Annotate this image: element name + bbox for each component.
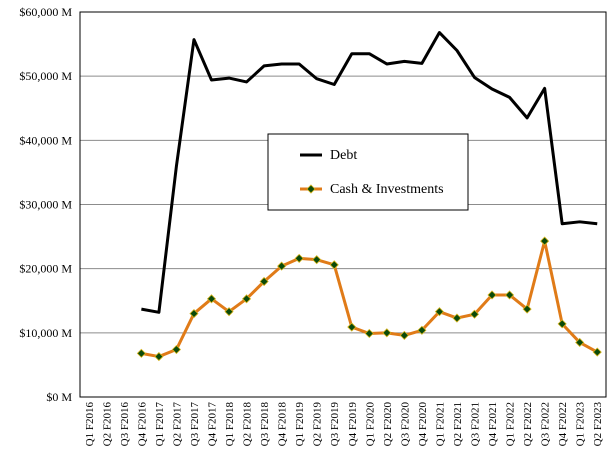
x-tick-label: Q1 F2019 (294, 402, 306, 447)
data-point-cash-investments (434, 307, 444, 317)
y-tick-label: $30,000 M (19, 198, 72, 212)
data-point-cash-investments (154, 352, 164, 362)
x-tick-label: Q1 F2022 (505, 402, 517, 446)
data-point-cash-investments (505, 290, 515, 300)
data-point-cash-investments (189, 309, 199, 319)
x-tick-label: Q2 F2019 (312, 402, 324, 447)
x-tick-label: Q3 F2019 (329, 402, 341, 447)
x-tick-label: Q3 F2020 (399, 402, 411, 447)
x-tick-label: Q2 F2021 (452, 402, 464, 446)
y-tick-label: $40,000 M (19, 133, 72, 147)
x-tick-label: Q4 F2019 (347, 402, 359, 447)
series-layer (136, 31, 602, 362)
x-tick-label: Q1 F2018 (224, 402, 236, 447)
x-tick-label: Q2 F2017 (171, 402, 183, 447)
x-tick-label: Q1 F2016 (84, 402, 96, 447)
series-debt (141, 31, 598, 314)
x-tick-label: Q3 F2016 (119, 402, 131, 447)
x-tick-label: Q4 F2020 (417, 402, 429, 447)
data-point-cash-investments (557, 319, 567, 329)
data-point-cash-investments (259, 276, 269, 287)
data-point-cash-investments (452, 313, 462, 323)
x-tick-label: Q1 F2017 (154, 402, 166, 447)
data-point-cash-investments (171, 344, 181, 355)
x-tick-label: Q3 F2018 (259, 402, 271, 447)
data-point-cash-investments (242, 294, 252, 304)
x-tick-label: Q1 F2021 (434, 402, 446, 446)
legend-item-debt: Debt (300, 148, 357, 163)
y-axis: $0 M $10,000 M $20,000 M $30,000 M $40,000 M… (19, 5, 72, 404)
legend-label-cash-investments: Cash & Investments (330, 182, 444, 197)
data-point-cash-investments (592, 347, 602, 357)
x-tick-label: Q2 F2022 (522, 402, 534, 446)
data-point-cash-investments (399, 330, 409, 340)
legend-item-cash-investments: Cash & Investments (300, 182, 444, 197)
legend-box (267, 133, 469, 211)
y-tick-label: $0 M (46, 390, 72, 404)
x-tick-label: Q1 F2020 (364, 402, 376, 447)
x-tick-label: Q4 F2021 (487, 402, 499, 446)
data-point-cash-investments (294, 253, 304, 263)
data-point-cash-investments (382, 328, 392, 338)
y-tick-label: $60,000 M (19, 5, 72, 19)
x-tick-label: Q3 F2017 (189, 402, 201, 447)
data-point-cash-investments (540, 236, 550, 246)
x-axis: Q1 F2016 Q2 F2016 Q3 F2016 Q4 F2016 Q1 F2017… (84, 402, 604, 447)
data-point-cash-investments (522, 304, 532, 314)
data-point-cash-investments (364, 328, 374, 339)
x-tick-label: Q2 F2020 (382, 402, 394, 447)
x-tick-label: Q2 F2018 (242, 402, 254, 447)
legend-label-debt: Debt (330, 148, 357, 163)
data-point-cash-investments (206, 294, 217, 304)
data-point-cash-investments (417, 325, 427, 335)
x-tick-label: Q4 F2018 (277, 402, 289, 447)
plot-frame (79, 11, 607, 398)
x-tick-label: Q1 F2023 (575, 402, 587, 447)
data-point-cash-investments (312, 255, 322, 265)
data-point-cash-investments (329, 260, 339, 270)
x-tick-label: Q2 F2016 (101, 402, 113, 447)
x-tick-label: Q4 F2017 (207, 402, 219, 447)
series-line-debt (141, 31, 598, 314)
x-tick-label: Q4 F2022 (557, 402, 569, 446)
x-tick-label: Q4 F2016 (136, 402, 148, 447)
data-point-cash-investments (277, 261, 287, 271)
legend: Debt Cash & Investments (267, 133, 469, 211)
data-point-cash-investments (487, 290, 497, 300)
data-point-cash-investments (136, 348, 146, 358)
x-tick-label: Q3 F2022 (540, 402, 552, 446)
x-tick-label: Q3 F2021 (470, 402, 482, 446)
x-tick-label: Q2 F2023 (592, 402, 604, 447)
data-point-cash-investments (469, 309, 480, 319)
y-tick-label: $20,000 M (19, 262, 72, 276)
y-tick-label: $10,000 M (19, 326, 72, 340)
data-point-cash-investments (224, 307, 234, 317)
series-cash-investments (136, 236, 602, 362)
data-point-cash-investments (575, 337, 585, 348)
legend-marker-cash-investments (306, 184, 316, 194)
data-point-cash-investments (347, 322, 357, 332)
y-tick-label: $50,000 M (19, 69, 72, 83)
